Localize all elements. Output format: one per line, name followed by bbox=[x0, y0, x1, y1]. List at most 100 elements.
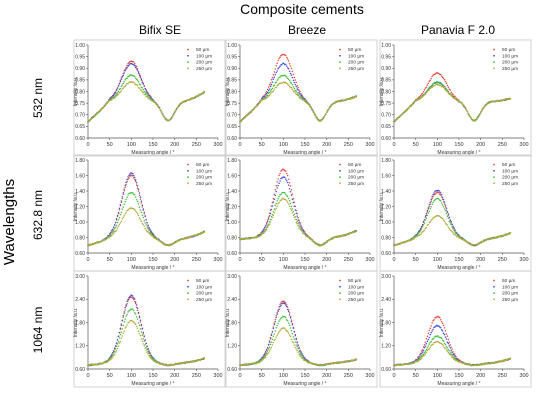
data-point bbox=[138, 73, 141, 75]
data-point bbox=[176, 106, 179, 108]
data-point bbox=[112, 352, 115, 354]
data-point bbox=[287, 178, 290, 180]
data-point bbox=[116, 343, 119, 345]
data-point bbox=[141, 214, 144, 217]
data-point bbox=[419, 233, 422, 236]
data-point bbox=[454, 231, 456, 233]
panel-frame bbox=[379, 39, 532, 157]
data-point bbox=[271, 205, 274, 207]
data-point bbox=[287, 184, 290, 186]
data-series bbox=[239, 53, 358, 123]
data-point bbox=[270, 79, 273, 81]
data-point bbox=[139, 76, 142, 78]
y-tick-label: 0.85 bbox=[227, 78, 237, 84]
data-point bbox=[466, 111, 469, 113]
data-point bbox=[246, 114, 249, 116]
data-point bbox=[267, 348, 270, 350]
data-point bbox=[290, 338, 293, 341]
data-point bbox=[286, 195, 289, 198]
data-point bbox=[273, 84, 276, 86]
data-point bbox=[443, 78, 446, 81]
data-point bbox=[438, 192, 440, 194]
data-point bbox=[117, 335, 120, 337]
data-point bbox=[355, 96, 358, 98]
data-point bbox=[196, 233, 199, 236]
data-point bbox=[433, 192, 435, 194]
data-point bbox=[128, 321, 130, 324]
data-point bbox=[112, 94, 115, 97]
data-point bbox=[127, 83, 129, 85]
data-point bbox=[114, 348, 117, 350]
x-tick-label: 150 bbox=[454, 257, 463, 263]
data-point bbox=[446, 350, 449, 352]
data-point bbox=[112, 230, 115, 232]
data-point bbox=[445, 333, 448, 335]
y-tick-label: 0.60 bbox=[75, 251, 85, 257]
data-point bbox=[138, 192, 141, 194]
data-point bbox=[480, 363, 482, 366]
data-point bbox=[293, 76, 296, 79]
data-point bbox=[442, 340, 445, 342]
data-point bbox=[106, 237, 108, 240]
data-point bbox=[325, 241, 327, 244]
data-point bbox=[445, 349, 448, 351]
data-point bbox=[256, 236, 258, 238]
data-point bbox=[465, 240, 468, 243]
data-point bbox=[268, 350, 271, 352]
data-point bbox=[297, 224, 299, 227]
data-point bbox=[452, 232, 454, 234]
data-point bbox=[115, 342, 118, 344]
data-point bbox=[443, 208, 446, 210]
data-point bbox=[274, 320, 277, 323]
data-point bbox=[288, 312, 291, 314]
x-tick-label: 200 bbox=[322, 142, 331, 148]
data-point bbox=[479, 242, 481, 244]
data-point bbox=[477, 243, 479, 246]
data-point bbox=[276, 205, 278, 207]
data-point bbox=[122, 87, 125, 89]
data-point bbox=[239, 121, 241, 123]
data-point bbox=[264, 225, 267, 227]
data-point bbox=[123, 190, 125, 192]
data-point bbox=[118, 83, 121, 85]
data-point bbox=[316, 117, 318, 119]
data-point bbox=[430, 85, 432, 88]
x-axis-label: Measuring angle / ° bbox=[437, 381, 480, 387]
legend-marker bbox=[493, 298, 495, 301]
data-point bbox=[101, 363, 104, 365]
data-point bbox=[284, 315, 286, 318]
data-point bbox=[296, 349, 298, 352]
data-point bbox=[139, 209, 142, 211]
data-point bbox=[289, 202, 292, 205]
y-tick-label: 1.80 bbox=[227, 320, 237, 326]
data-point bbox=[295, 344, 297, 346]
data-point bbox=[257, 104, 259, 106]
data-point bbox=[138, 324, 141, 327]
data-point bbox=[443, 88, 446, 90]
data-point bbox=[274, 188, 277, 191]
data-point bbox=[495, 100, 497, 103]
data-series bbox=[393, 324, 512, 367]
data-point bbox=[142, 209, 145, 211]
data-point bbox=[275, 336, 277, 338]
legend-entry: 100 µm bbox=[502, 53, 518, 59]
data-point bbox=[143, 211, 145, 214]
data-point bbox=[285, 200, 288, 202]
data-point bbox=[138, 316, 141, 319]
y-tick-label: 0.95 bbox=[381, 54, 391, 60]
data-point bbox=[125, 211, 127, 214]
y-tick-label: 0.90 bbox=[75, 66, 85, 72]
data-point bbox=[300, 356, 302, 358]
data-point bbox=[304, 233, 306, 236]
chart-panel: 0.600.650.700.750.800.850.900.951.000 50 1… bbox=[225, 39, 378, 157]
x-tick-label: 250 bbox=[192, 142, 201, 148]
data-point bbox=[448, 341, 451, 344]
data-point bbox=[115, 224, 118, 227]
data-point bbox=[138, 74, 141, 77]
data-point bbox=[295, 212, 297, 215]
data-point bbox=[133, 64, 136, 67]
data-point bbox=[290, 189, 293, 191]
data-point bbox=[284, 327, 286, 330]
data-point bbox=[409, 105, 411, 108]
data-point bbox=[270, 341, 273, 343]
